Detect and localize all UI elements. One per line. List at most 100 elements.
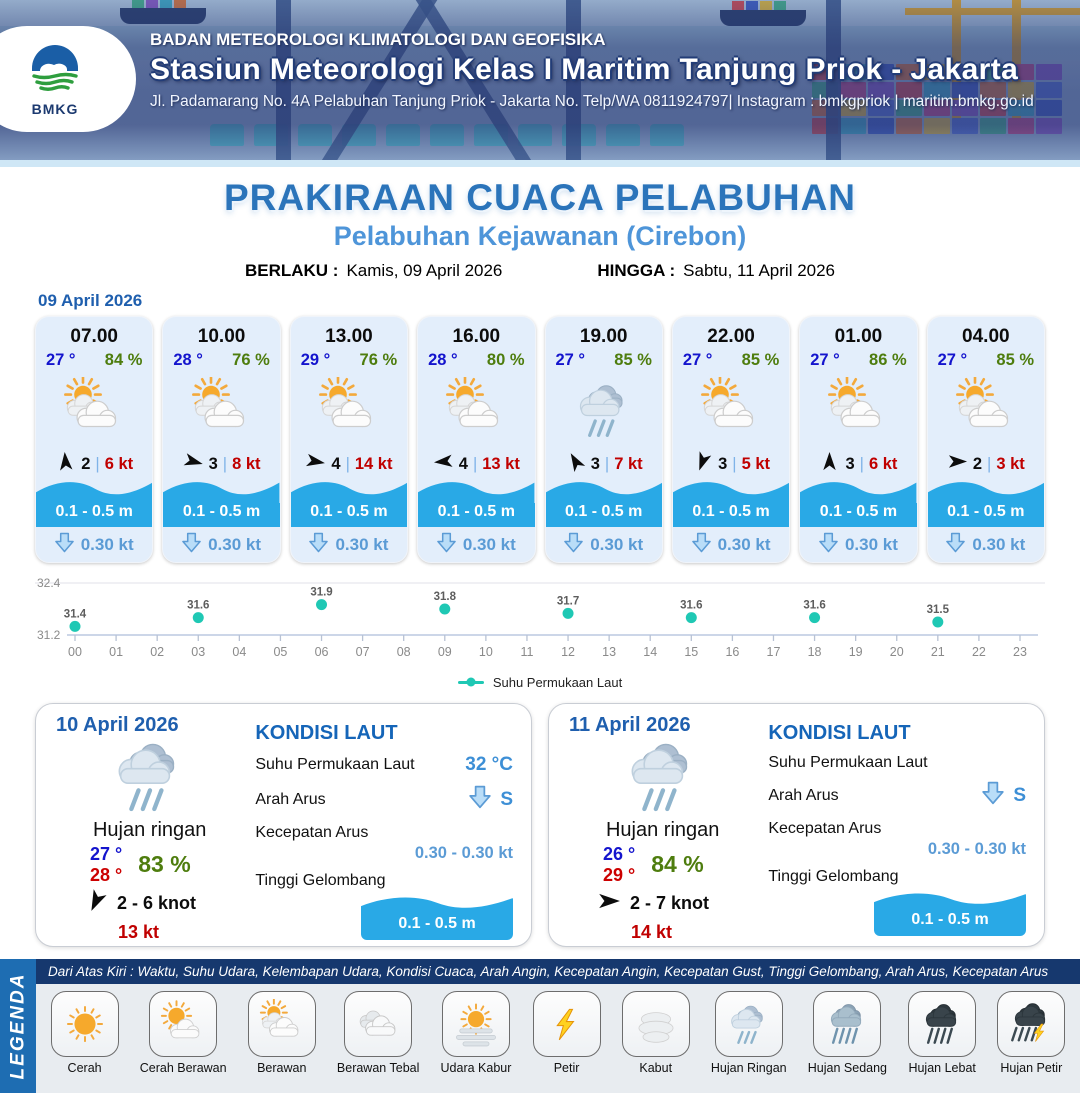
time-label: 13.00 bbox=[325, 326, 373, 347]
chart-legend: Suhu Permukaan Laut bbox=[35, 671, 1045, 693]
current-speed-value: 0.30 kt bbox=[208, 534, 262, 554]
current-row: 0.30 kt bbox=[546, 527, 662, 562]
wind-direction-icon bbox=[947, 451, 968, 477]
wind-separator: | bbox=[732, 454, 737, 473]
hourly-forecast-card: 07.00 27 ° 84 % 2 | 6 kt 0.1 - 0.5 m 0.3… bbox=[35, 316, 154, 563]
current-speed-value: 0.30 kt bbox=[80, 534, 134, 554]
wind-arrow-icon bbox=[948, 455, 967, 468]
svg-text:01: 01 bbox=[109, 645, 123, 659]
legend-item: Berawan Tebal bbox=[337, 991, 419, 1075]
bmkg-logo: BMKG bbox=[0, 26, 136, 132]
valid-to-value: Sabtu, 11 April 2026 bbox=[683, 261, 836, 280]
svg-text:31.8: 31.8 bbox=[434, 591, 457, 603]
main-content: PRAKIRAAN CUACA PELABUHAN Pelabuhan Keja… bbox=[0, 177, 1080, 947]
header-divider-strip bbox=[0, 160, 1080, 167]
wave-height-value: 0.1 - 0.5 m bbox=[545, 503, 662, 527]
legend-item: Udara Kabur bbox=[441, 991, 511, 1075]
wind-row: 3 | 5 kt bbox=[673, 450, 789, 478]
hujan-sedang-icon bbox=[831, 1004, 862, 1044]
legend-item: Hujan Lebat bbox=[908, 991, 977, 1075]
legend-item-label: Berawan bbox=[257, 1061, 307, 1075]
sst-value: 32 °C bbox=[465, 754, 513, 775]
daily-condition-label: Hujan ringan bbox=[92, 819, 207, 841]
port-name-subtitle: Pelabuhan Kejawanan (Cirebon) bbox=[333, 221, 747, 251]
weather-icon bbox=[36, 370, 152, 450]
svg-text:31.6: 31.6 bbox=[803, 600, 825, 612]
wind-row: 3 | 7 kt bbox=[546, 450, 662, 478]
current-row: 0.30 kt bbox=[418, 527, 534, 562]
temp-humidity-row: 27 ° 84 % bbox=[36, 348, 152, 370]
current-direction-row: Arah Arus S bbox=[768, 781, 1026, 811]
berawan-icon bbox=[828, 377, 881, 428]
legend-item-label: Hujan Ringan bbox=[710, 1061, 787, 1075]
wind-separator: | bbox=[859, 454, 864, 473]
wind-separator: | bbox=[604, 454, 610, 473]
wave-label: Tinggi Gelombang bbox=[768, 868, 899, 885]
wind-speed-value: 4 bbox=[458, 454, 468, 473]
temp-humidity-row: 28 ° 80 % bbox=[418, 348, 534, 370]
wind-arrow-icon bbox=[60, 451, 73, 471]
legend-icon-box bbox=[247, 991, 316, 1057]
weather-icon bbox=[418, 370, 534, 450]
hujan-ringan-icon bbox=[118, 743, 174, 812]
wind-arrow-icon bbox=[306, 453, 326, 467]
wave-crest bbox=[800, 478, 917, 504]
header-text-block: BADAN METEOROLOGI KLIMATOLOGI DAN GEOFIS… bbox=[150, 30, 1034, 111]
gust-value: 13 kt bbox=[482, 454, 520, 473]
legend-note: Dari Atas Kiri : Waktu, Suhu Udara, Kele… bbox=[36, 959, 1080, 984]
gust-value: 6 kt bbox=[104, 454, 134, 473]
legend-item: Hujan Sedang bbox=[808, 991, 887, 1075]
page-title: PRAKIRAAN CUACA PELABUHAN bbox=[223, 177, 857, 218]
current-row: 0.30 kt bbox=[291, 527, 407, 562]
weather-icon bbox=[673, 370, 789, 450]
down-arrow-icon bbox=[982, 781, 1005, 805]
hujan-petir-icon bbox=[1011, 1003, 1046, 1042]
temperature-value: 27 ° bbox=[682, 351, 713, 369]
legend-item-label: Petir bbox=[553, 1061, 580, 1075]
time-label: 01.00 bbox=[834, 326, 883, 347]
cerah-icon bbox=[66, 1005, 103, 1043]
legend-icon-box bbox=[621, 991, 690, 1057]
hourly-forecast-card: 10.00 28 ° 76 % 3 | 8 kt 0.1 - 0.5 m 0.3… bbox=[162, 316, 281, 563]
time-label: 10.00 bbox=[197, 326, 246, 347]
legend-item-label: Hujan Lebat bbox=[908, 1061, 976, 1075]
daily-wind-direction-icon bbox=[84, 889, 108, 918]
wave-crest bbox=[163, 478, 280, 504]
down-arrow-icon bbox=[309, 532, 329, 552]
temperature-value: 28 ° bbox=[173, 351, 203, 369]
current-speed-value: 0.30 - 0.30 kt bbox=[927, 840, 1026, 858]
current-direction-icon bbox=[182, 532, 201, 558]
wave-crest bbox=[361, 894, 513, 916]
wind-speed-value: 2 bbox=[81, 454, 91, 473]
valid-from-label: BERLAKU : bbox=[244, 261, 339, 280]
time-label: 07.00 bbox=[70, 326, 118, 347]
current-direction-group: S bbox=[469, 785, 513, 815]
hujan-ringan-icon bbox=[579, 385, 623, 437]
valid-to: HINGGA : Sabtu, 11 April 2026 bbox=[597, 261, 835, 281]
udara-kabur-icon bbox=[456, 1003, 496, 1047]
time-label: 16.00 bbox=[452, 326, 501, 347]
berawan-icon bbox=[955, 377, 1008, 428]
svg-text:04: 04 bbox=[232, 645, 246, 659]
current-direction-icon bbox=[437, 532, 456, 558]
down-arrow-icon bbox=[182, 532, 201, 552]
wind-direction-icon bbox=[433, 451, 454, 477]
wind-row: 2 | 6 kt bbox=[36, 450, 152, 478]
berawan-icon bbox=[191, 377, 244, 428]
hourly-forecast-card: 22.00 27 ° 85 % 3 | 5 kt 0.1 - 0.5 m 0.3… bbox=[671, 316, 791, 563]
wind-separator: | bbox=[987, 454, 992, 473]
svg-text:21: 21 bbox=[931, 645, 945, 659]
current-direction-group: S bbox=[982, 781, 1026, 811]
daily-wind-row: 2 - 6 knot bbox=[84, 889, 243, 918]
sea-conditions: KONDISI LAUT Suhu Permukaan Laut Arah Ar… bbox=[768, 714, 1026, 938]
daily-humidity-value: 84 % bbox=[651, 851, 704, 878]
wind-row: 4 | 14 kt bbox=[291, 450, 407, 478]
hourly-forecast-card: 19.00 27 ° 85 % 3 | 7 kt 0.1 - 0.5 m 0.3… bbox=[544, 316, 663, 563]
chart-legend-label: Suhu Permukaan Laut bbox=[492, 674, 623, 690]
svg-text:31.6: 31.6 bbox=[187, 600, 209, 612]
berawan-icon bbox=[259, 999, 299, 1037]
sst-label: Suhu Permukaan Laut bbox=[255, 756, 415, 773]
daily-temp-col: 27 ° 28 ° bbox=[90, 844, 122, 885]
daily-gust-value: 14 kt bbox=[631, 922, 673, 943]
daily-wind-direction-icon bbox=[597, 889, 621, 918]
